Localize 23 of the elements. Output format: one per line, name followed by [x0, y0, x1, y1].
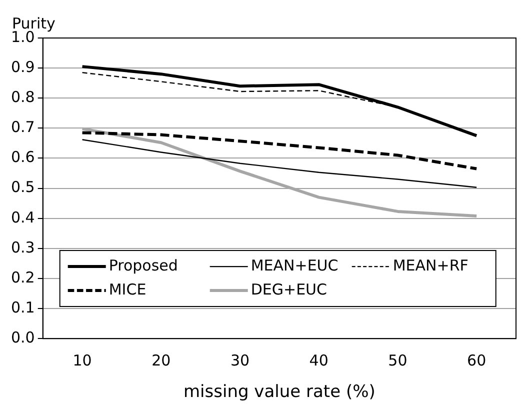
x-axis-title: missing value rate (%) — [183, 382, 376, 402]
y-tick-label: 0.1 — [10, 298, 35, 316]
x-tick-label: 40 — [309, 351, 328, 370]
y-tick-label: 0.4 — [10, 208, 35, 226]
y-tick-label: 0.6 — [10, 148, 35, 166]
line-series — [80, 131, 478, 170]
y-tick-label: 0.8 — [10, 88, 35, 106]
x-tick-label: 20 — [152, 351, 171, 370]
y-tick-label: 0.5 — [10, 178, 35, 196]
legend-label: DEG+EUC — [250, 280, 328, 298]
y-tick-label: 0.0 — [10, 328, 35, 346]
x-tick-label: 60 — [467, 351, 486, 370]
y-tick-label: 0.9 — [10, 58, 35, 76]
legend-label: MEAN+RF — [392, 256, 468, 274]
y-tick-label: 0.2 — [10, 268, 35, 286]
x-tick-label: 10 — [72, 351, 92, 370]
x-tick-label: 50 — [388, 351, 408, 370]
legend-label: MEAN+EUC — [250, 256, 338, 274]
legend-label: Proposed — [108, 256, 178, 274]
y-tick-label: 0.3 — [10, 238, 35, 256]
y-tick-label: 0.7 — [10, 118, 35, 136]
x-tick-label: 30 — [230, 351, 250, 370]
legend-label: MICE — [108, 280, 146, 298]
